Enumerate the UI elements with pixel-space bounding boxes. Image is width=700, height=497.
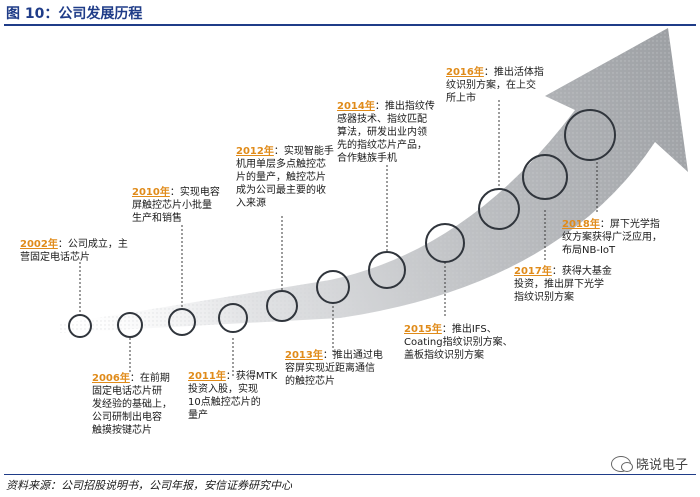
milestone-circle-2006 (117, 312, 143, 338)
milestone-year: 2015年 (404, 324, 442, 335)
milestone-2015: 2015年：推出IFS、 Coating指纹识别方案、 盖板指纹识别方案 (404, 323, 513, 362)
milestone-2002: 2002年：公司成立，主 营固定电话芯片 (20, 238, 128, 264)
milestone-year: 2010年 (132, 187, 170, 198)
figure-title: 图 10：公司发展历程 (6, 6, 143, 22)
milestone-year: 2011年 (188, 371, 226, 382)
milestone-2016: 2016年：推出活体指 纹识别方案，在上交 所上市 (446, 66, 544, 105)
milestone-circle-2016 (478, 188, 520, 230)
milestone-circle-2013 (316, 270, 350, 304)
wechat-icon (610, 455, 633, 472)
arrow-texture (60, 28, 688, 333)
milestone-text: ：在前期 固定电话芯片研 发经验的基础上， 公司研制出电容 触摸按键芯片 (92, 373, 172, 436)
milestone-text: ：获得MTK 投资入股，实现 10点触控芯片的 量产 (188, 371, 278, 421)
watermark: 晓说电子 (610, 454, 688, 473)
milestone-text: ：获得大基金 投资，推出屏下光学 指纹识别方案 (514, 266, 612, 303)
milestone-circle-2010 (168, 308, 196, 336)
milestone-text: ：推出通过电 容屏实现近距离通信 的触控芯片 (285, 350, 383, 387)
milestone-2012: 2012年：实现智能手 机用单层多点触控芯 片的量产，触控芯片 成为公司最主要的… (236, 145, 334, 210)
milestone-text: ：实现智能手 机用单层多点触控芯 片的量产，触控芯片 成为公司最主要的收 入来源 (236, 146, 334, 209)
milestone-2006: 2006年：在前期 固定电话芯片研 发经验的基础上， 公司研制出电容 触摸按键芯… (92, 372, 172, 437)
milestone-year: 2018年 (562, 219, 600, 230)
milestone-circle-2014 (368, 251, 406, 289)
milestone-text: ：屏下光学指 纹方案获得广泛应用， 布局NB-IoT (562, 219, 662, 256)
milestone-year: 2012年 (236, 146, 274, 157)
milestone-2011: 2011年：获得MTK 投资入股，实现 10点触控芯片的 量产 (188, 370, 277, 422)
milestone-circle-2002 (68, 314, 92, 338)
milestone-circle-2017 (522, 154, 568, 200)
milestone-text: ：推出指纹传 感器技术、指纹匹配 算法，研发出业内领 先的指纹芯片产品， 合作魅… (337, 101, 435, 164)
milestone-year: 2006年 (92, 373, 130, 384)
milestone-year: 2002年 (20, 239, 58, 250)
milestone-circle-2018 (564, 109, 616, 161)
milestone-year: 2013年 (285, 350, 323, 361)
milestone-2014: 2014年：推出指纹传 感器技术、指纹匹配 算法，研发出业内领 先的指纹芯片产品… (337, 100, 435, 165)
title-divider (4, 24, 696, 26)
leader-lines (79, 100, 598, 378)
milestone-text: ：推出活体指 纹识别方案，在上交 所上市 (446, 67, 544, 104)
milestone-circle-2015 (425, 223, 465, 263)
milestone-text: ：公司成立，主 营固定电话芯片 (20, 239, 128, 263)
milestone-2010: 2010年：实现电容 屏触控芯片小批量 生产和销售 (132, 186, 220, 225)
milestone-year: 2016年 (446, 67, 484, 78)
milestone-circle-2012 (266, 290, 298, 322)
milestone-2013: 2013年：推出通过电 容屏实现近距离通信 的触控芯片 (285, 349, 383, 388)
milestone-2018: 2018年：屏下光学指 纹方案获得广泛应用， 布局NB-IoT (562, 218, 662, 257)
source-note: 资料来源：公司招股说明书，公司年报，安信证券研究中心 (6, 479, 292, 492)
source-divider (4, 474, 696, 475)
milestone-text: ：推出IFS、 Coating指纹识别方案、 盖板指纹识别方案 (404, 324, 513, 361)
milestone-circle-2011 (218, 303, 248, 333)
watermark-text: 晓说电子 (635, 458, 688, 473)
milestone-year: 2017年 (514, 266, 552, 277)
milestone-text: ：实现电容 屏触控芯片小批量 生产和销售 (132, 187, 220, 224)
milestone-2017: 2017年：获得大基金 投资，推出屏下光学 指纹识别方案 (514, 265, 612, 304)
milestone-year: 2014年 (337, 101, 375, 112)
milestone-circles (68, 109, 616, 338)
